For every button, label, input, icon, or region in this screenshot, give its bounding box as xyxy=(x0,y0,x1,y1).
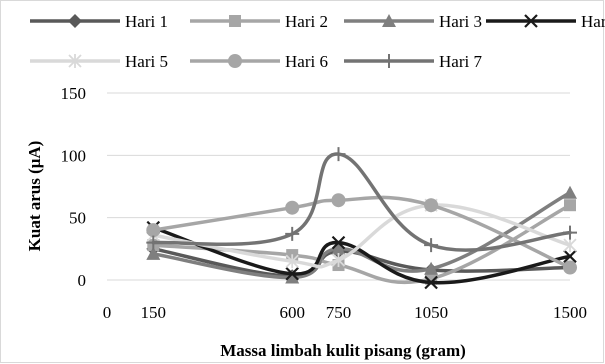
y-tick-label: 0 xyxy=(78,271,87,290)
x-tick-label: 1050 xyxy=(414,303,448,322)
legend-item: Hari 4 xyxy=(486,12,605,31)
data-point xyxy=(424,261,439,275)
legend-item: Hari 1 xyxy=(30,12,168,31)
legend-item: Hari 7 xyxy=(344,52,482,71)
data-point xyxy=(564,199,576,212)
legend-swatch-marker xyxy=(382,54,396,68)
data-point xyxy=(331,235,346,250)
legend-swatch-marker xyxy=(228,54,242,68)
x-axis-title: Massa limbah kulit pisang (gram) xyxy=(220,341,466,360)
data-point xyxy=(285,254,299,269)
legend-label: Hari 3 xyxy=(439,12,482,31)
series-6 xyxy=(146,193,577,275)
x-tick-labels: 0 150 600 750 1050 1500 xyxy=(103,303,587,322)
data-point xyxy=(563,249,577,264)
legend: Hari 1 Hari 2 Hari 3 Hari 4 Hari 5 Hari 6 Hari… xyxy=(30,12,605,71)
y-tick-label: 100 xyxy=(61,146,87,165)
legend-item: Hari 5 xyxy=(30,52,168,71)
data-point xyxy=(563,225,577,240)
legend-label: Hari 1 xyxy=(125,12,168,31)
series-layer xyxy=(146,147,577,290)
y-tick-label: 50 xyxy=(69,209,86,228)
legend-label: Hari 7 xyxy=(439,52,482,71)
y-axis-title: Kuat arus (μA) xyxy=(25,141,44,252)
data-point xyxy=(331,147,346,162)
legend-label: Hari 6 xyxy=(285,52,328,71)
data-point xyxy=(285,200,300,215)
legend-swatch-marker xyxy=(68,54,82,68)
series-line xyxy=(151,203,572,269)
data-point xyxy=(424,275,438,290)
x-tick-label: 600 xyxy=(279,303,305,322)
data-point xyxy=(331,241,346,255)
y-tick-label: 150 xyxy=(61,84,87,103)
legend-swatch-marker xyxy=(68,14,82,28)
data-point xyxy=(285,226,300,241)
data-point xyxy=(424,198,439,213)
x-tick-label: 150 xyxy=(141,303,167,322)
x-tick-label: 0 xyxy=(103,303,112,322)
data-point xyxy=(563,185,577,199)
series-3 xyxy=(146,185,577,284)
x-tick-label: 1500 xyxy=(553,303,587,322)
legend-label: Hari 4 xyxy=(581,12,605,31)
legend-label: Hari 5 xyxy=(125,52,168,71)
legend-label: Hari 2 xyxy=(285,12,328,31)
data-point xyxy=(331,253,346,268)
data-point xyxy=(563,260,577,275)
data-point xyxy=(146,246,161,260)
data-point xyxy=(285,266,299,281)
x-tick-label: 750 xyxy=(326,303,352,322)
data-point xyxy=(146,223,161,238)
data-point xyxy=(331,193,346,208)
data-point xyxy=(424,238,439,253)
y-tick-labels: 0 50 100 150 xyxy=(61,84,87,290)
series-7 xyxy=(146,147,577,253)
legend-item: Hari 3 xyxy=(344,12,482,31)
legend-swatch-marker xyxy=(382,14,396,27)
legend-item: Hari 2 xyxy=(190,12,328,31)
legend-item: Hari 6 xyxy=(190,52,328,71)
data-point xyxy=(146,235,161,250)
legend-swatch-marker xyxy=(229,15,241,27)
data-point xyxy=(285,270,300,284)
data-point xyxy=(563,238,577,253)
legend-swatch-marker xyxy=(524,14,538,28)
